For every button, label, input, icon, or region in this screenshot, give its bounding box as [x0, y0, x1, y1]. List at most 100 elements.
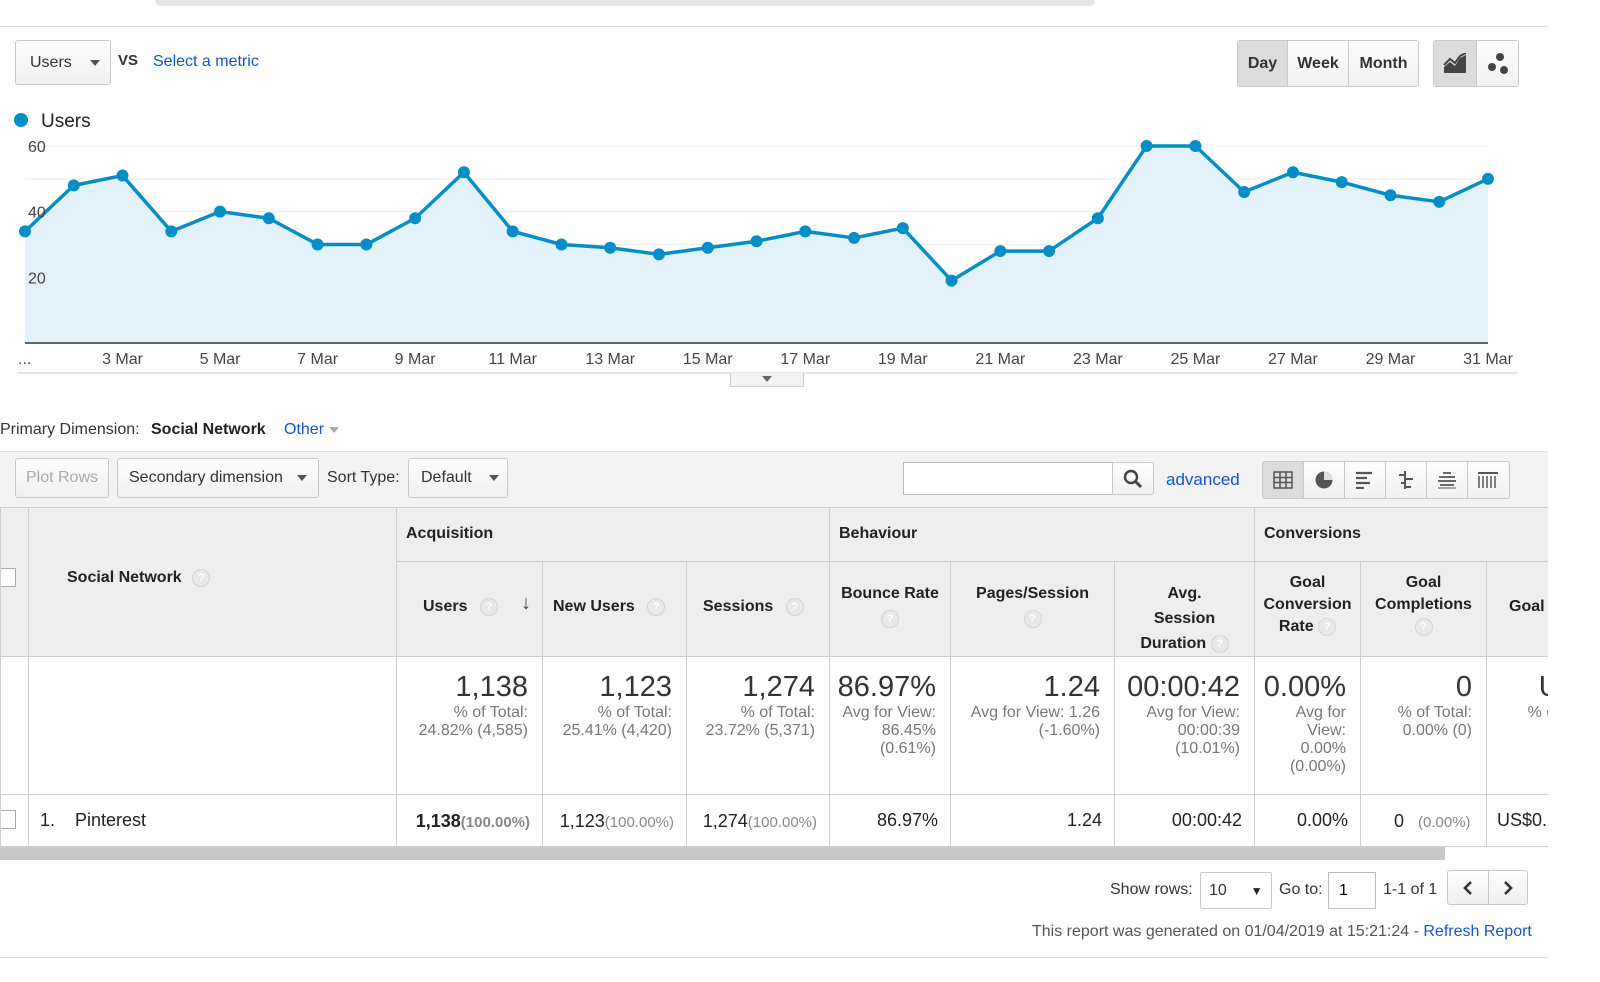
- users-line-chart[interactable]: 60 40 20... 3 Mar 5 Mar 7 Mar 9 Mar 11 Mar 13 Ma…: [0, 100, 1548, 380]
- data-point: [1482, 172, 1494, 185]
- secondary-dimension-dropdown[interactable]: Secondary dimension: [117, 458, 319, 498]
- total-value: 0: [1455, 671, 1472, 703]
- pivot-view-button[interactable]: [1468, 462, 1508, 498]
- comparison-view-button[interactable]: [1386, 462, 1427, 498]
- week-button[interactable]: Week: [1288, 41, 1349, 86]
- total-sub: Avg for View:: [842, 704, 936, 721]
- data-point: [848, 231, 861, 244]
- primary-dimension-value[interactable]: Social Network: [151, 421, 266, 438]
- total-sub: 0.00% (0): [1402, 722, 1472, 739]
- table-horizontal-scrollbar[interactable]: [0, 847, 1445, 860]
- sort-type-dropdown[interactable]: Default: [408, 458, 508, 498]
- total-sub: Avg for View: 1.26: [970, 704, 1100, 721]
- y-tick-label: 20: [28, 270, 46, 287]
- help-icon[interactable]: ?: [192, 569, 211, 587]
- table-search-input[interactable]: [903, 462, 1113, 495]
- top-scrollbar[interactable]: [155, 0, 1095, 6]
- cell-value: 1.24: [1066, 810, 1102, 830]
- select-all-checkbox[interactable]: [0, 568, 16, 587]
- data-point: [701, 241, 714, 254]
- help-icon[interactable]: ?: [1210, 634, 1229, 653]
- column-label: Goal Completions: [1375, 574, 1472, 613]
- cell-value: 00:00:42: [1171, 810, 1242, 830]
- legend-label: Users: [41, 111, 91, 132]
- show-rows-label: Show rows:: [1110, 881, 1193, 898]
- advanced-filter-link[interactable]: advanced: [1166, 470, 1240, 489]
- data-point: [116, 169, 129, 182]
- data-point: [19, 225, 31, 238]
- percentage-view-button[interactable]: [1304, 462, 1345, 498]
- show-rows-select[interactable]: 10 ▼: [1200, 872, 1272, 909]
- x-tick-label: 19 Mar: [878, 351, 928, 368]
- motion-chart-button[interactable]: [1477, 41, 1518, 86]
- column-header-goal-value[interactable]: Goal V: [1486, 561, 1561, 657]
- totals-cell: 0% of Total: 0.00% (0): [1360, 656, 1487, 795]
- totals-cell: 1,138% of Total: 24.82% (4,585): [396, 656, 543, 795]
- select-metric-link[interactable]: Select a metric: [153, 53, 259, 70]
- help-icon[interactable]: ?: [785, 598, 804, 616]
- total-sub: % of Total:: [740, 704, 815, 721]
- row-cell-new-users: 1,123(100.00%): [542, 794, 687, 847]
- data-point: [165, 225, 178, 238]
- refresh-report-link[interactable]: Refresh Report: [1423, 923, 1532, 940]
- collapse-chart-toggle[interactable]: [730, 373, 804, 387]
- total-sub: View:: [1307, 722, 1346, 739]
- help-icon[interactable]: ?: [881, 609, 899, 628]
- data-point: [1384, 189, 1397, 202]
- row-select-cell: [0, 794, 29, 847]
- column-header-goal-conversion-rate[interactable]: Goal Conversion Rate ?: [1254, 561, 1361, 657]
- line-chart-button[interactable]: [1434, 41, 1477, 86]
- total-sub: % of Total:: [453, 704, 528, 721]
- dimension-header: Social Network: [67, 569, 182, 587]
- row-cell-conversion-rate: 0.00%: [1254, 794, 1361, 847]
- column-header-bounce-rate[interactable]: Bounce Rate?: [829, 561, 951, 657]
- metric-dropdown-label: Users: [30, 53, 72, 71]
- report-generated-footer: This report was generated on 01/04/2019 …: [1032, 923, 1532, 941]
- cell-value: US$0.: [1497, 810, 1548, 830]
- column-header-users[interactable]: Users ? ↓: [396, 561, 543, 657]
- help-icon[interactable]: ?: [1318, 617, 1337, 636]
- other-dimension-dropdown[interactable]: Other: [284, 421, 340, 439]
- help-icon[interactable]: ?: [1023, 609, 1042, 628]
- row-cell-duration: 00:00:42: [1114, 794, 1255, 847]
- column-header-new-users[interactable]: New Users ?: [542, 561, 687, 657]
- column-header-sessions[interactable]: Sessions ?: [686, 561, 830, 657]
- goto-input[interactable]: [1328, 872, 1376, 909]
- search-button[interactable]: [1112, 462, 1154, 495]
- group-header-behaviour: Behaviour: [829, 507, 1255, 562]
- column-header-pages-session[interactable]: Pages/Session?: [950, 561, 1115, 657]
- help-icon[interactable]: ?: [1414, 617, 1433, 636]
- metric-dropdown[interactable]: Users: [15, 40, 111, 85]
- goto-label: Go to:: [1279, 881, 1323, 898]
- data-table-view-button[interactable]: [1263, 462, 1304, 498]
- total-value: 86.97%: [837, 671, 936, 703]
- column-label: Goal V: [1509, 598, 1560, 615]
- data-point: [409, 212, 422, 225]
- performance-view-button[interactable]: [1345, 462, 1386, 498]
- help-icon[interactable]: ?: [479, 598, 498, 616]
- column-header-goal-completions[interactable]: Goal Completions?: [1360, 561, 1487, 657]
- help-icon[interactable]: ?: [647, 598, 666, 616]
- row-checkbox[interactable]: [0, 810, 16, 829]
- chart-type-group: [1433, 40, 1519, 87]
- month-button[interactable]: Month: [1349, 41, 1418, 86]
- column-label: Avg. Session Duration: [1140, 585, 1216, 652]
- cell-value: 1,123: [559, 811, 605, 831]
- next-page-button[interactable]: [1488, 870, 1528, 905]
- x-tick-label: 11 Mar: [488, 351, 537, 368]
- x-tick-label: 5 Mar: [200, 351, 242, 368]
- row-name-link[interactable]: Pinterest: [75, 810, 147, 830]
- data-point: [1189, 140, 1202, 152]
- row-cell-sessions: 1,274(100.00%): [686, 794, 830, 847]
- comparison-icon: [1399, 471, 1413, 489]
- table-row[interactable]: 1. Pinterest 1,138(100.00%) 1,123(100.00%…: [0, 794, 1561, 847]
- cell-percent: (0.00%): [1418, 814, 1471, 831]
- row-cell-users: 1,138(100.00%): [396, 794, 543, 847]
- column-header-avg-session-duration[interactable]: Avg. Session Duration ?: [1114, 561, 1255, 657]
- pivot-icon: [1478, 472, 1498, 488]
- plot-rows-button[interactable]: Plot Rows: [15, 458, 109, 498]
- previous-page-button[interactable]: [1447, 870, 1489, 905]
- term-cloud-view-button[interactable]: [1427, 462, 1468, 498]
- day-button[interactable]: Day: [1238, 41, 1288, 86]
- dimension-header-cell[interactable]: Social Network ?: [28, 507, 397, 657]
